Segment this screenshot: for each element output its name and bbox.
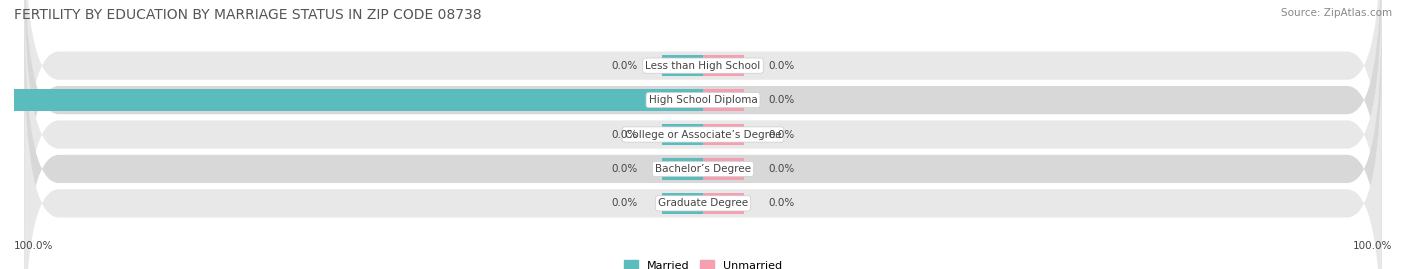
FancyBboxPatch shape xyxy=(24,0,1382,269)
Text: 0.0%: 0.0% xyxy=(769,164,794,174)
Bar xyxy=(703,124,744,145)
Bar xyxy=(662,124,703,145)
Text: 0.0%: 0.0% xyxy=(769,61,794,71)
Bar xyxy=(662,158,703,180)
Bar xyxy=(662,193,703,214)
Text: Bachelor’s Degree: Bachelor’s Degree xyxy=(655,164,751,174)
Text: 0.0%: 0.0% xyxy=(769,95,794,105)
Bar xyxy=(703,89,744,111)
Bar xyxy=(662,55,703,76)
FancyBboxPatch shape xyxy=(24,0,1382,258)
Text: 0.0%: 0.0% xyxy=(612,164,637,174)
Text: 0.0%: 0.0% xyxy=(612,129,637,140)
Text: 100.0%: 100.0% xyxy=(1353,241,1392,251)
Text: 0.0%: 0.0% xyxy=(612,61,637,71)
Text: 0.0%: 0.0% xyxy=(769,198,794,208)
Text: 0.0%: 0.0% xyxy=(769,129,794,140)
Bar xyxy=(14,89,703,111)
Text: Less than High School: Less than High School xyxy=(645,61,761,71)
Bar xyxy=(703,158,744,180)
Text: 0.0%: 0.0% xyxy=(612,198,637,208)
Legend: Married, Unmarried: Married, Unmarried xyxy=(620,256,786,269)
Text: Source: ZipAtlas.com: Source: ZipAtlas.com xyxy=(1281,8,1392,18)
Text: FERTILITY BY EDUCATION BY MARRIAGE STATUS IN ZIP CODE 08738: FERTILITY BY EDUCATION BY MARRIAGE STATU… xyxy=(14,8,482,22)
FancyBboxPatch shape xyxy=(24,45,1382,269)
Bar xyxy=(703,193,744,214)
Text: Graduate Degree: Graduate Degree xyxy=(658,198,748,208)
FancyBboxPatch shape xyxy=(24,0,1382,224)
Text: High School Diploma: High School Diploma xyxy=(648,95,758,105)
Text: College or Associate’s Degree: College or Associate’s Degree xyxy=(624,129,782,140)
FancyBboxPatch shape xyxy=(24,11,1382,269)
Text: 100.0%: 100.0% xyxy=(14,241,53,251)
Bar xyxy=(703,55,744,76)
